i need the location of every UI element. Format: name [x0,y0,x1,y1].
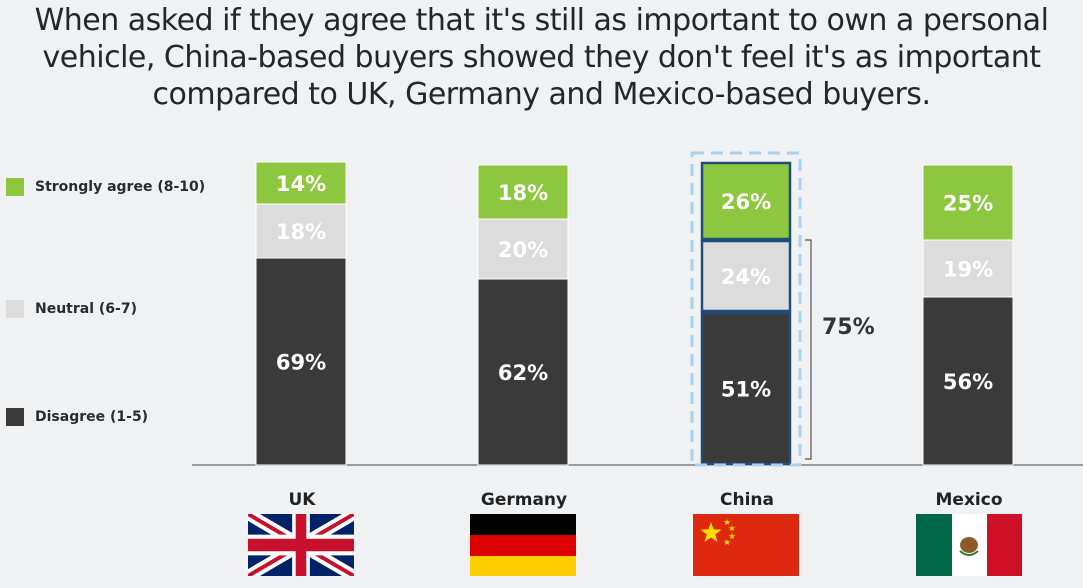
highlight-segment-border-strongly-agree [700,161,792,241]
legend-label-strongly-agree: Strongly agree (8-10) [35,179,206,195]
bar-china-strongly-agree [700,161,792,241]
china-flag-icon [693,514,799,576]
bar-uk-strongly-agree [255,161,347,205]
legend: Strongly agree (8-10) Neutral (6-7) Disa… [0,0,205,588]
bar-germany-disagree [477,278,569,466]
bar-germany-strongly-agree [477,164,569,220]
category-label-uk: UK [288,490,316,510]
category-label-china: China [720,490,774,510]
highlight-segment-border-disagree [700,311,792,466]
bar-mexico-neutral [922,239,1014,298]
uk-flag-icon [248,514,354,576]
data-label-mexico-neutral: 19% [943,258,993,282]
data-label-germany-strongly-agree: 18% [498,181,548,205]
data-label-china-strongly-agree: 26% [721,190,771,214]
data-label-uk-disagree: 69% [276,351,326,375]
legend-label-neutral: Neutral (6-7) [35,301,137,317]
bar-uk-disagree [255,257,347,466]
legend-label-disagree: Disagree (1-5) [35,409,149,425]
data-label-uk-strongly-agree: 14% [276,172,326,196]
category-label-mexico: Mexico [935,490,1003,510]
bar-mexico-disagree [922,296,1014,466]
data-label-mexico-disagree: 56% [943,370,993,394]
data-label-germany-disagree: 62% [498,361,548,385]
data-label-china-neutral: 24% [721,265,771,289]
legend-item-strongly-agree: Strongly agree (8-10) [6,177,205,197]
mexico-flag-icon [916,514,1022,576]
legend-swatch-strongly-agree [6,178,24,196]
highlight-segment-border-neutral [700,239,792,313]
bar-germany-neutral [477,218,569,280]
data-label-china-disagree: 51% [721,378,771,402]
data-label-mexico-strongly-agree: 25% [943,192,993,216]
bar-mexico-strongly-agree [922,164,1014,241]
legend-swatch-disagree [6,408,24,426]
total-bracket [805,239,812,460]
legend-item-neutral: Neutral (6-7) [6,299,137,319]
bracket-total-label: 75% [822,315,875,340]
data-label-uk-neutral: 18% [276,220,326,244]
highlight-dashed-box [690,151,802,467]
bar-uk-neutral [255,203,347,259]
data-label-germany-neutral: 20% [498,238,548,262]
legend-item-disagree: Disagree (1-5) [6,407,148,427]
legend-swatch-neutral [6,300,24,318]
category-label-germany: Germany [480,490,568,510]
chart-title: When asked if they agree that it's still… [34,3,1049,112]
germany-flag-icon [470,514,576,576]
